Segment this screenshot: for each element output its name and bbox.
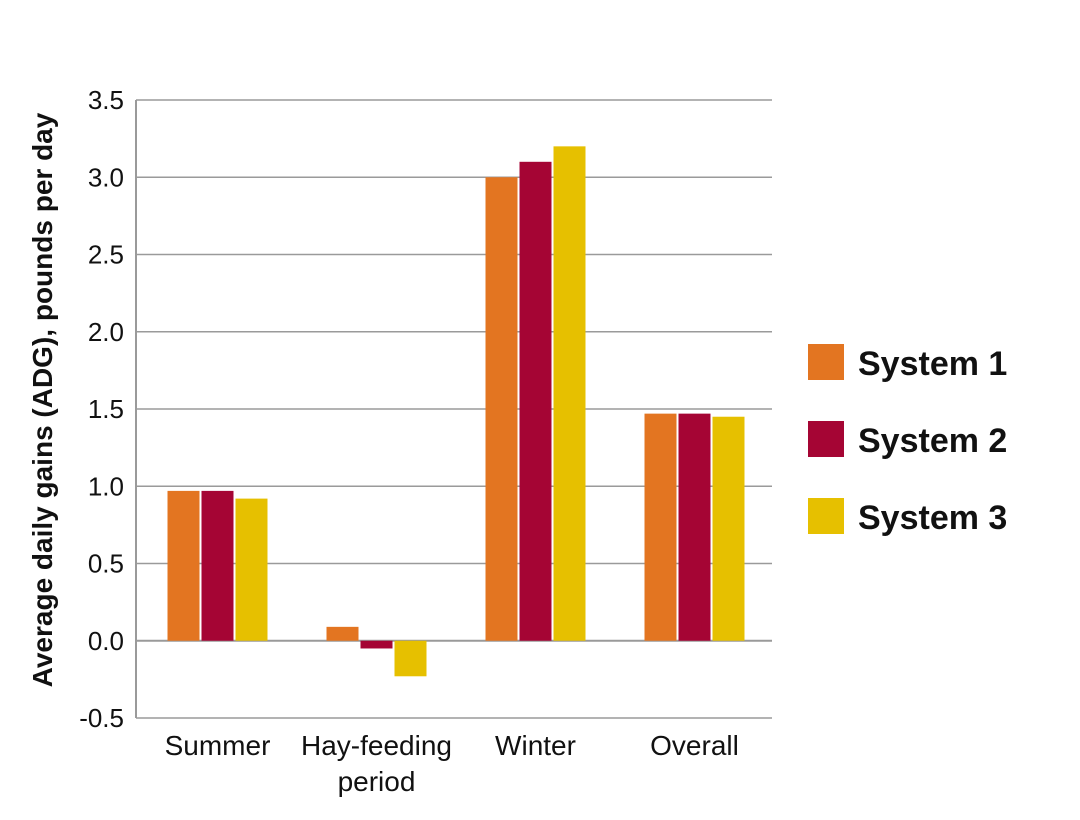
y-tick-label: 3.0	[88, 162, 124, 192]
x-category-label: Hay-feeding period	[301, 730, 452, 797]
bars	[167, 146, 745, 677]
x-category-labels: Summer Hay-feeding period Winter Overall	[165, 730, 739, 797]
y-tick-label: 2.0	[88, 317, 124, 347]
y-tick-labels: -0.5 0.0 0.5 1.0 1.5 2.0 2.5 3.0 3.5	[79, 85, 124, 733]
bar-system-2	[678, 413, 711, 641]
bar-system-3	[712, 416, 745, 641]
legend-label: System 3	[858, 499, 1007, 537]
bar-system-3	[235, 498, 268, 641]
legend-label: System 2	[858, 422, 1007, 460]
y-tick-label: 3.5	[88, 85, 124, 115]
y-tick-label: -0.5	[79, 703, 124, 733]
y-tick-label: 2.5	[88, 240, 124, 270]
bar-system-2	[519, 161, 552, 641]
y-axis-label: Average daily gains (ADG), pounds per da…	[27, 112, 58, 687]
x-category-label: Overall	[650, 730, 739, 761]
bar-system-3	[394, 640, 427, 677]
legend-swatch	[808, 498, 844, 534]
y-tick-label: 1.5	[88, 394, 124, 424]
legend: System 1 System 2 System 3	[808, 344, 1007, 537]
legend-swatch	[808, 421, 844, 457]
x-category-label: Summer	[165, 730, 271, 761]
x-category-label: Winter	[495, 730, 576, 761]
bar-system-1	[326, 626, 359, 641]
bar-system-1	[644, 413, 677, 641]
y-tick-label: 0.5	[88, 549, 124, 579]
legend-label: System 1	[858, 345, 1007, 383]
bar-system-2	[360, 640, 393, 649]
bar-system-1	[485, 177, 518, 641]
y-tick-label: 0.0	[88, 626, 124, 656]
legend-swatch	[808, 344, 844, 380]
bar-system-1	[167, 490, 200, 641]
bar-system-3	[553, 146, 586, 641]
y-tick-label: 1.0	[88, 471, 124, 501]
bar-system-2	[201, 490, 234, 641]
